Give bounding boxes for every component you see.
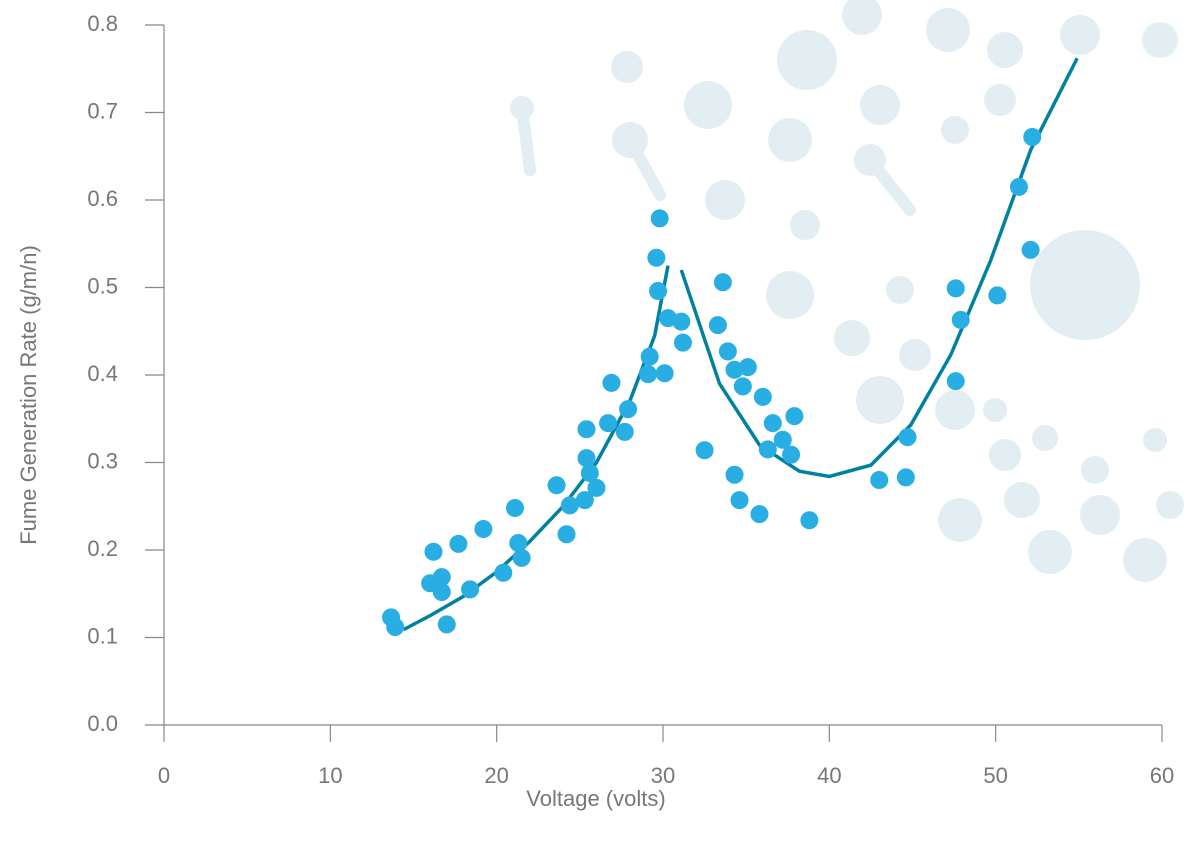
data-point xyxy=(946,279,965,298)
x-tick-label: 10 xyxy=(318,763,342,788)
x-axis-label: Voltage (volts) xyxy=(526,786,665,811)
data-point xyxy=(505,499,524,517)
data-point xyxy=(718,342,737,361)
data-point xyxy=(619,400,638,419)
y-tick-label: 0.7 xyxy=(87,98,118,123)
x-tick-label: 40 xyxy=(817,763,841,788)
data-point xyxy=(474,520,493,538)
data-point xyxy=(649,282,668,300)
data-point xyxy=(988,286,1007,305)
data-point xyxy=(461,580,480,599)
x-tick-label: 20 xyxy=(484,763,508,788)
data-point xyxy=(753,387,772,406)
data-point xyxy=(432,583,451,601)
background-decoration xyxy=(510,0,1184,582)
data-point xyxy=(449,534,468,553)
data-point xyxy=(615,422,634,441)
y-tick-label: 0.8 xyxy=(87,11,118,36)
data-point xyxy=(946,372,965,391)
data-point xyxy=(424,542,443,561)
y-axis-label: Fume Generation Rate (g/m/n) xyxy=(16,245,41,545)
y-tick-label: 0.1 xyxy=(87,623,118,648)
data-point xyxy=(580,464,599,482)
data-point xyxy=(750,505,769,524)
data-point xyxy=(494,563,513,582)
data-point xyxy=(870,471,889,489)
data-point xyxy=(730,491,749,510)
data-point xyxy=(602,373,621,392)
y-tick-label: 0.6 xyxy=(87,186,118,211)
data-point xyxy=(547,476,566,495)
data-point xyxy=(512,548,531,567)
data-point xyxy=(733,377,752,396)
data-point xyxy=(1021,240,1040,259)
data-point xyxy=(896,468,915,487)
data-point xyxy=(725,465,744,484)
data-point xyxy=(432,568,451,587)
data-point xyxy=(647,248,666,267)
data-point xyxy=(640,347,659,366)
data-point xyxy=(577,449,596,468)
y-tick-label: 0.2 xyxy=(87,536,118,561)
data-point xyxy=(1023,128,1042,146)
data-point xyxy=(773,430,792,449)
x-tick-label: 50 xyxy=(983,763,1007,788)
data-point xyxy=(782,445,801,464)
data-point xyxy=(695,441,714,460)
data-point xyxy=(951,310,970,329)
data-point xyxy=(898,428,917,447)
y-tick-label: 0.5 xyxy=(87,273,118,298)
data-point xyxy=(599,414,618,433)
data-point xyxy=(650,209,669,228)
data-point xyxy=(560,496,579,515)
y-tick-label: 0.4 xyxy=(87,361,118,386)
data-point xyxy=(758,440,777,459)
x-tick-label: 30 xyxy=(651,763,675,788)
data-point xyxy=(725,360,744,379)
data-point xyxy=(437,615,456,634)
data-point xyxy=(800,511,819,530)
y-tick-label: 0.0 xyxy=(87,711,118,736)
data-point xyxy=(575,491,594,510)
x-tick-label: 0 xyxy=(158,763,170,788)
data-point xyxy=(713,273,732,292)
data-point xyxy=(673,333,692,352)
data-point xyxy=(655,364,674,383)
data-point xyxy=(738,358,757,377)
data-point xyxy=(763,414,782,433)
data-point xyxy=(557,525,576,544)
data-point xyxy=(1009,177,1028,196)
data-point xyxy=(509,534,528,552)
data-point xyxy=(587,478,606,497)
data-point xyxy=(708,316,727,335)
data-point xyxy=(639,365,658,384)
y-tick-label: 0.3 xyxy=(87,448,118,473)
x-tick-label: 60 xyxy=(1150,763,1174,788)
fit-line xyxy=(679,57,1079,479)
data-point xyxy=(672,312,691,331)
data-point xyxy=(785,407,804,426)
data-point xyxy=(386,618,405,636)
data-point xyxy=(577,420,596,439)
